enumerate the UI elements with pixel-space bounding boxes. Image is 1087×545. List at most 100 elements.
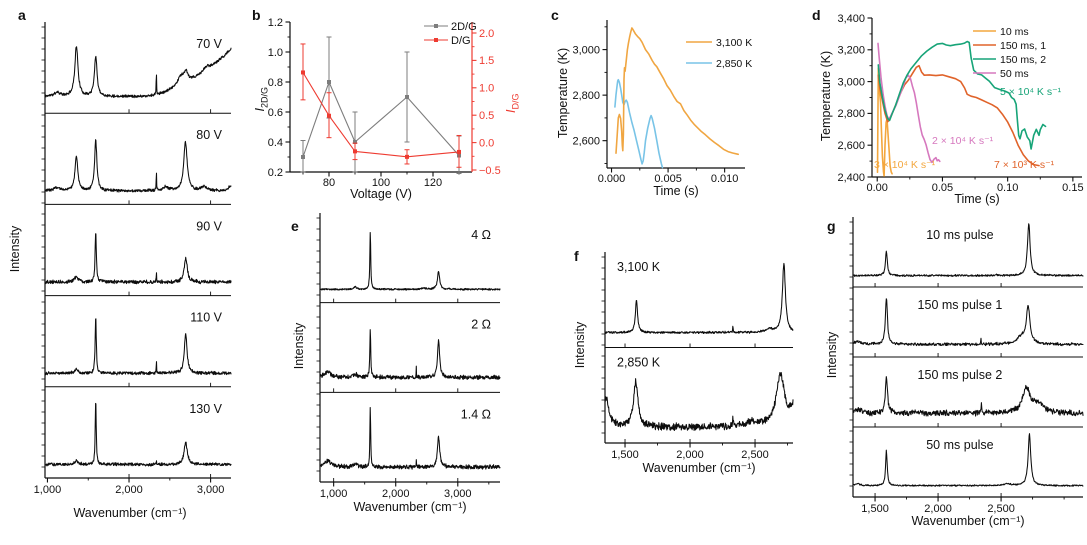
panel-b-y-tick-label: 1.2 (268, 17, 283, 29)
panel-c-x-tick-label: 0.010 (711, 173, 739, 185)
panel-b-right-tick-label: 1.5 (479, 55, 494, 67)
panel-e-letter: e (291, 218, 299, 234)
panel-g-x-tick-label: 1,500 (861, 503, 889, 515)
panel-b-marker (353, 140, 357, 144)
panel-f-x-tick-label: 2,500 (741, 449, 769, 461)
panel-d-letter: d (812, 7, 821, 23)
panel-c-legend-label: 3,100 K (716, 37, 752, 49)
panel-b-y-tick-label: 0.2 (268, 167, 283, 179)
panel-d-x-tick-label: 0.05 (932, 182, 953, 194)
panel-g-xlabel: Wavenumber (cm⁻¹) (911, 514, 1025, 528)
panel-b-right-tick-label: 0.0 (479, 137, 494, 149)
panel-d-y-tick-label: 2,800 (837, 108, 865, 120)
panel-b-marker (327, 80, 331, 84)
panel-d-curve-150 ms, 2 (877, 40, 1047, 150)
panel-e-spectrum-label: 1.4 Ω (461, 407, 491, 421)
panel-f-spectrum-label: 2,850 K (617, 356, 661, 370)
panel-e-spectrum-curve (319, 231, 501, 291)
panel-c-curve-3,100 K (615, 27, 739, 156)
panel-b-marker (327, 113, 331, 118)
panel-a-spectrum-curve (44, 139, 232, 193)
panel-g-letter: g (827, 218, 836, 234)
panel-g-ylabel: Intensity (825, 331, 839, 379)
panel-f-spectrum-label: 3,100 K (617, 260, 661, 274)
panel-b-marker (301, 155, 305, 159)
panel-b-x-tick-label: 120 (424, 177, 442, 189)
panel-a-spectrum-label: 80 V (196, 128, 222, 142)
panel-a-xlabel: Wavenumber (cm⁻¹) (73, 506, 187, 520)
panel-b-marker (405, 154, 409, 159)
panel-g-spectrum-curve (852, 376, 1084, 417)
panel-d-xlabel: Time (s) (954, 192, 1000, 206)
panel-e-spectrum-label: 2 Ω (471, 318, 491, 332)
panel-d-rate-annotation: 3 × 10⁴ K s⁻¹ (874, 159, 936, 171)
panel-d-rate-annotation: 2 × 10⁴ K s⁻¹ (932, 135, 994, 147)
panel-b-x-tick-label: 100 (372, 177, 390, 189)
panel-c-y-tick-label: 3,000 (572, 44, 600, 56)
panel-b-legend-label: 2D/G (451, 21, 477, 33)
panel-c-y-tick-label: 2,600 (572, 135, 600, 147)
panel-e-spectrum-label: 4 Ω (471, 228, 491, 242)
panel-d-curve-150 ms, 1 (877, 64, 1040, 167)
panel-b-letter: b (252, 7, 261, 23)
panel-f-xlabel: Wavenumber (cm⁻¹) (642, 461, 756, 475)
panel-g-spectrum-label: 150 ms pulse 2 (918, 368, 1003, 382)
panel-g-spectrum-label: 50 ms pulse (926, 438, 993, 452)
panel-e-spectrum-curve (319, 329, 501, 381)
panel-d-legend-label: 10 ms (1000, 26, 1029, 38)
panel-b-series-line-D/G (302, 71, 460, 158)
panel-a-spectrum-curve (44, 233, 232, 285)
panel-d-rate-annotation: 5 × 10⁴ K s⁻¹ (1000, 86, 1062, 98)
panel-b-y-tick-label: 0.6 (268, 107, 283, 119)
panel-b-legend-label: D/G (451, 35, 471, 47)
panel-c-x-tick-label: 0.005 (654, 173, 682, 185)
panel-d-curve-50 ms (877, 42, 941, 164)
panel-f-x-tick-label: 1,500 (611, 449, 639, 461)
panel-a-ylabel: Intensity (8, 225, 22, 273)
panel-g-x-tick-label: 2,000 (924, 503, 952, 515)
panel-b-legend-marker (434, 38, 438, 42)
panel-b-marker (301, 70, 305, 75)
panel-b-series-line-2D/G (302, 81, 460, 158)
panel-b-legend-marker (434, 24, 438, 28)
panel-c-curve-2,850 K (614, 78, 664, 169)
panel-d-y-tick-label: 3,000 (837, 76, 865, 88)
panel-a-x-tick-label: 1,000 (34, 484, 62, 496)
panel-d-x-tick-label: 0.15 (1062, 182, 1083, 194)
panel-b-marker (405, 95, 409, 99)
panel-b-right-tick-label: 1.0 (479, 83, 494, 95)
panel-b-y-tick-label: 0.4 (268, 137, 283, 149)
panel-c-y-tick-label: 2,800 (572, 90, 600, 102)
panel-g-spectrum-label: 150 ms pulse 1 (918, 298, 1003, 312)
panel-f-spectrum-curve (604, 262, 794, 335)
panel-b-y-tick-label: 1.0 (268, 47, 283, 59)
panel-a-x-tick-label: 3,000 (197, 484, 225, 496)
panel-d-y-tick-label: 3,400 (837, 13, 865, 25)
panel-b-marker (457, 149, 461, 154)
panel-d-legend-label: 50 ms (1000, 68, 1029, 80)
panel-b-xlabel: Voltage (V) (350, 187, 412, 201)
panel-f-spectrum-curve (604, 371, 794, 432)
panel-b-x-tick-label: 80 (323, 177, 335, 189)
panel-b-ylabel-left: I2D/G (252, 87, 270, 112)
panel-d-x-tick-label: 0.00 (867, 182, 888, 194)
panel-g-spectrum-curve (852, 223, 1084, 278)
panel-d-y-tick-label: 3,200 (837, 45, 865, 57)
panel-g-spectrum-label: 10 ms pulse (926, 228, 993, 242)
panel-e-x-tick-label: 2,000 (382, 488, 410, 500)
panel-d-ylabel: Temperature (K) (819, 50, 833, 142)
panel-c-legend-label: 2,850 K (716, 58, 752, 70)
panel-e-ylabel: Intensity (292, 322, 306, 370)
panel-g-x-tick-label: 2,500 (987, 503, 1015, 515)
panel-a-spectrum-label: 110 V (190, 311, 222, 325)
panel-c-x-tick-label: 0.000 (598, 173, 626, 185)
panel-g-spectrum-curve (852, 298, 1084, 347)
panel-a-spectrum-label: 90 V (196, 219, 222, 233)
panel-d-legend-label: 150 ms, 1 (1000, 40, 1046, 52)
panel-c-ylabel: Temperature (K) (556, 47, 570, 139)
panel-a-spectrum-curve (44, 402, 232, 467)
panel-c-letter: c (551, 7, 559, 23)
panel-a-spectrum-curve (44, 318, 232, 376)
